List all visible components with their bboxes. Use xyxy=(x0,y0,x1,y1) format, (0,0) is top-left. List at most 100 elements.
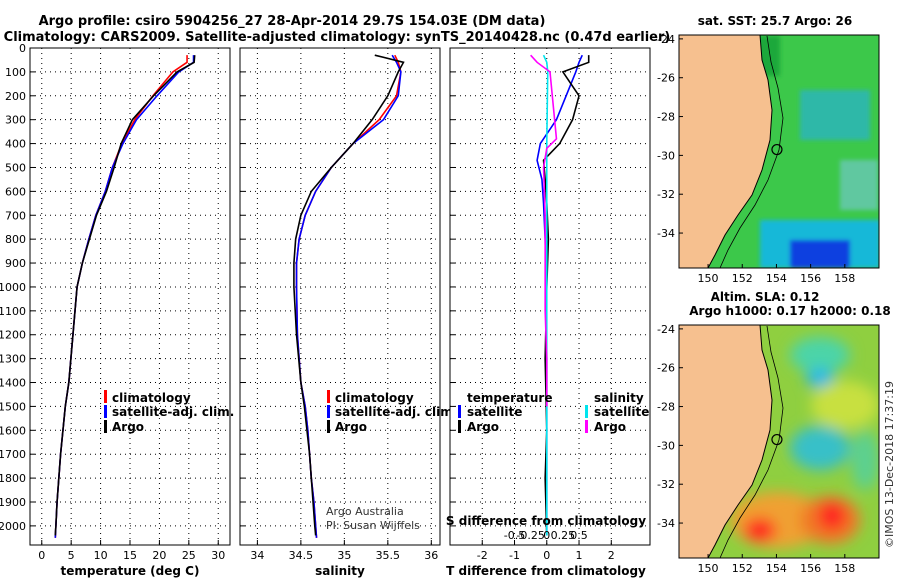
map-ytick-label: -26 xyxy=(657,362,675,375)
depth-tick-label: 200 xyxy=(5,90,26,103)
figure-title-line1: Argo profile: csiro 5904256_27 28-Apr-20… xyxy=(39,14,546,29)
legend-swatch-argo-s xyxy=(327,420,330,433)
map-xtick-label: 156 xyxy=(800,562,821,575)
difference-legend: temperature satellite Argo salinity sate… xyxy=(458,391,649,434)
depth-tick-label: 1900 xyxy=(0,496,26,509)
sla-argo-position-marker xyxy=(771,433,783,446)
sla-peak-1 xyxy=(744,518,776,542)
depth-tick-label: 600 xyxy=(5,185,26,198)
legend-swatch-satellite-s xyxy=(327,405,330,418)
sst-map-panel: sat. SST: 25.7 Argo: 26 150 152 154 156 158 -… xyxy=(657,14,880,285)
depth-tick-label: 300 xyxy=(5,114,26,127)
depth-tick-label: 1100 xyxy=(0,305,26,318)
sla-low-3 xyxy=(851,430,879,490)
sla-map-frame xyxy=(678,324,880,559)
difference-grid xyxy=(450,47,650,545)
map-ytick-label: -28 xyxy=(657,401,675,414)
map-xtick-label: 156 xyxy=(800,272,821,285)
depth-tick-label: 1400 xyxy=(0,377,26,390)
depth-tick-label: 1700 xyxy=(0,448,26,461)
depth-tick-label: 1300 xyxy=(0,353,26,366)
map-xtick-label: 154 xyxy=(766,272,787,285)
sla-map-panel: Altim. SLA: 0.12 Argo h1000: 0.17 h2000:… xyxy=(657,290,891,575)
map-ytick-label: -34 xyxy=(657,227,675,240)
credit-line2: PI: Susan Wijffels xyxy=(326,519,420,532)
legend-swatch-t-argo xyxy=(458,420,461,433)
temperature-xtick-label: 20 xyxy=(152,549,166,562)
map-ytick-label: -24 xyxy=(657,33,675,46)
temperature-series-line-argo xyxy=(54,55,196,536)
s-difference-tick-label: 0.25 xyxy=(551,529,576,542)
depth-tick-label: 900 xyxy=(5,257,26,270)
legend-temperature-header: temperature xyxy=(467,391,552,405)
difference-xtick-label: 2 xyxy=(608,549,615,562)
legend-swatch-climatology xyxy=(104,390,107,403)
difference-series-line-salinity-argo xyxy=(530,54,558,407)
depth-tick-label: 500 xyxy=(5,161,26,174)
salinity-panel: 34 34.5 35 35.5 36 salinity climatology sate… xyxy=(239,47,457,578)
legend-swatch-satellite xyxy=(104,405,107,418)
depth-tick-label: 0 xyxy=(19,42,26,55)
legend-swatch-climatology-s xyxy=(327,390,330,403)
sla-map-title-line1: Altim. SLA: 0.12 xyxy=(711,290,820,304)
timestamp-credit: ©IMOS 13-Dec-2018 17:37:19 xyxy=(883,381,896,548)
depth-tick-label: 1600 xyxy=(0,424,26,437)
s-difference-tick-label: -0.25 xyxy=(516,529,544,542)
map-xtick-label: 152 xyxy=(732,562,753,575)
map-xtick-label: 158 xyxy=(834,562,855,575)
salinity-grid xyxy=(240,47,440,545)
temperature-legend: climatology satellite-adj. clim. Argo xyxy=(104,390,234,434)
legend-t-satellite: satellite xyxy=(467,405,522,419)
credit-line1: Argo Australia xyxy=(326,505,404,518)
legend-swatch-argo xyxy=(104,420,107,433)
sla-high-1 xyxy=(811,381,879,429)
salinity-x-ticks: 34 34.5 35 35.5 36 xyxy=(250,540,438,562)
difference-xtick-label: 0 xyxy=(543,549,550,562)
map-xtick-label: 150 xyxy=(698,272,719,285)
sla-map-title-line2: Argo h1000: 0.17 h2000: 0.18 xyxy=(689,304,890,318)
sst-map-title: sat. SST: 25.7 Argo: 26 xyxy=(698,14,852,28)
temperature-series xyxy=(54,55,196,538)
temperature-xtick-label: 15 xyxy=(123,549,137,562)
sst-argo-position-marker xyxy=(771,143,783,156)
legend-s-satellite: satellite xyxy=(594,405,649,419)
legend-swatch-t-satellite xyxy=(458,405,461,418)
temperature-xtick-label: 10 xyxy=(94,549,108,562)
salinity-legend: climatology satellite-adj. clim. Argo xyxy=(327,390,457,434)
map-ytick-label: -30 xyxy=(657,149,675,162)
depth-tick-label: 1000 xyxy=(0,281,26,294)
legend-label-satellite: satellite-adj. clim. xyxy=(112,405,234,419)
temperature-xtick-label: 25 xyxy=(182,549,196,562)
temperature-x-label: temperature (deg C) xyxy=(61,564,200,578)
salinity-xtick-label: 35 xyxy=(337,549,351,562)
sst-mixed-patch-1 xyxy=(800,90,870,140)
temperature-panel: 0100200300400500600700800900100011001200… xyxy=(0,42,234,578)
depth-tick-label: 2000 xyxy=(0,520,26,533)
salinity-series xyxy=(293,54,405,538)
map-ytick-label: -26 xyxy=(657,72,675,85)
salinity-xtick-label: 35.5 xyxy=(376,549,401,562)
difference-x-label: T difference from climatology xyxy=(446,564,646,578)
sst-map-ticks: 150 152 154 156 158 -24 -26 -28 -30 -32 -34 xyxy=(657,33,855,285)
legend-t-argo: Argo xyxy=(467,420,499,434)
map-ytick-label: -32 xyxy=(657,188,675,201)
figure-title-line2: Climatology: CARS2009. Satellite-adjuste… xyxy=(4,30,671,45)
s-difference-tick-label: -0.5 xyxy=(504,529,525,542)
depth-tick-label: 800 xyxy=(5,233,26,246)
difference-xtick-label: -1 xyxy=(509,549,520,562)
sla-low-1 xyxy=(790,337,850,373)
sst-mixed-patch-2 xyxy=(840,160,878,210)
legend-label-argo-s: Argo xyxy=(335,420,367,434)
s-difference-ticks: -0.5-0.250 0.250.5 xyxy=(504,529,588,542)
legend-label-climatology: climatology xyxy=(112,391,191,405)
legend-swatch-s-argo xyxy=(585,420,588,433)
legend-swatch-s-satellite xyxy=(585,405,588,418)
map-xtick-label: 150 xyxy=(698,562,719,575)
salinity-xtick-label: 36 xyxy=(424,549,438,562)
sla-map-ticks: 150 152 154 156 158 -24 -26 -28 -30 -32 -34 xyxy=(657,323,855,575)
salinity-axes-frame xyxy=(239,47,441,546)
map-ytick-label: -32 xyxy=(657,478,675,491)
sla-low-2 xyxy=(790,426,850,470)
depth-tick-label: 700 xyxy=(5,209,26,222)
temperature-y-ticks: 0 100 200 300 400 500 600 700 800 900 1000 1100 1200… xyxy=(0,42,26,533)
